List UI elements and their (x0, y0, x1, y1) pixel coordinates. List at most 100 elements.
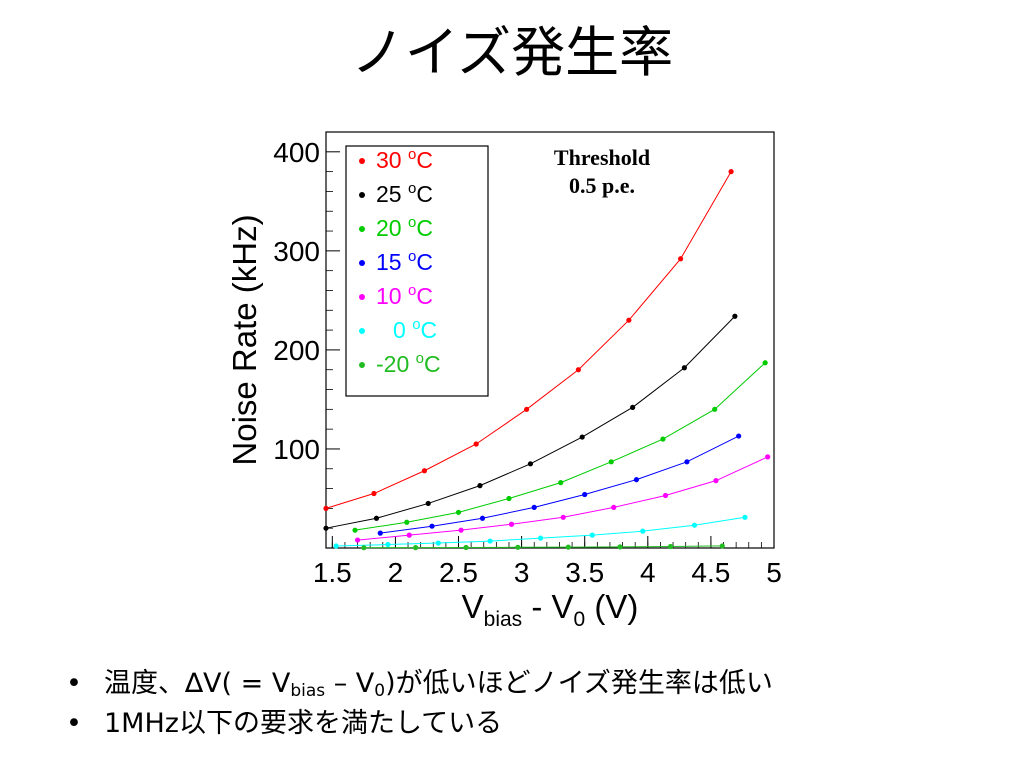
data-point (742, 514, 748, 520)
data-point (765, 454, 771, 460)
x-axis-label: Vbias - V0 (V) (462, 588, 639, 631)
x-tick-label: 3.5 (565, 557, 604, 588)
legend-degree: o (408, 282, 416, 299)
legend-marker (359, 294, 365, 300)
x-axis-label-sub2: 0 (574, 608, 586, 631)
legend-item: 25 oC (359, 180, 433, 207)
data-point (385, 541, 391, 548)
data-point (565, 544, 571, 550)
legend-box (345, 145, 489, 397)
x-axis-label-main: V (462, 588, 484, 625)
series-5 (354, 454, 771, 543)
data-point (640, 528, 646, 534)
data-point (667, 543, 674, 550)
series-7 (361, 543, 725, 551)
data-point (560, 514, 566, 520)
data-point (531, 504, 537, 510)
x-tick-label: 5 (766, 557, 782, 588)
data-point (527, 461, 534, 467)
data-point (333, 543, 339, 549)
bullet-text-2: 1MHz以下の要求を満たしている (104, 708, 503, 739)
y-tick-label: 400 (273, 137, 320, 168)
x-tick-label: 1.5 (313, 557, 352, 588)
data-point (421, 468, 428, 474)
data-point (506, 495, 512, 502)
data-point (712, 406, 718, 412)
legend-unit: C (416, 283, 433, 309)
x-tick-label: 4.5 (691, 557, 730, 588)
legend-label: -20 oC (376, 350, 441, 377)
data-point (611, 504, 617, 510)
data-point (524, 406, 530, 412)
data-point (373, 515, 380, 521)
legend-marker (359, 192, 365, 198)
legend-marker (359, 158, 365, 164)
data-point (425, 500, 431, 507)
bullet-icon: • (66, 668, 82, 699)
legend-item: -20 oC (359, 350, 441, 377)
data-point (323, 525, 329, 531)
series-line (380, 435, 739, 534)
data-point (575, 367, 581, 373)
legend-temp: 10 (376, 283, 408, 309)
data-point (678, 256, 684, 262)
data-point (455, 509, 462, 515)
data-point (662, 492, 669, 499)
series-4 (377, 433, 742, 536)
series-3 (352, 360, 768, 533)
data-point (617, 544, 623, 550)
legend-marker (359, 362, 365, 368)
legend-temp: 25 (376, 181, 408, 207)
data-point (579, 434, 585, 440)
legend-item: 15 oC (359, 248, 433, 275)
data-point (479, 515, 486, 521)
x-axis-label-sub1: bias (484, 608, 523, 631)
legend-temp: -20 (376, 351, 416, 377)
bullet-1-part-2: – V (325, 668, 375, 699)
legend-unit: C (416, 147, 433, 173)
y-axis: 100 200 300 400 (273, 131, 340, 529)
legend-temp: 15 (376, 249, 408, 275)
data-point (508, 521, 515, 527)
bullet-1-part-3: )が低いほどノイズ発生率は低い (385, 668, 773, 699)
legend-label: 0 oC (393, 316, 437, 343)
data-point (371, 490, 377, 497)
data-point (626, 317, 632, 323)
data-point (762, 360, 768, 366)
legend-label: 15 oC (376, 248, 433, 275)
bullet-list: • 温度、∆V( = Vbias – V0)が低いほどノイズ発生率は低い • 1… (62, 664, 773, 744)
x-axis: 1.5 2 2.5 3 3.5 4 4.5 5 (313, 536, 782, 588)
legend-temp: 20 (376, 215, 408, 241)
data-point (660, 436, 666, 442)
data-point (728, 169, 734, 175)
legend-label: 10 oC (376, 282, 433, 309)
legend-degree: o (408, 146, 416, 163)
data-point (537, 535, 544, 541)
legend-degree: o (408, 214, 416, 231)
series-6 (333, 514, 748, 549)
data-point (713, 478, 719, 484)
legend-degree: o (416, 350, 424, 367)
bullet-item-1: • 温度、∆V( = Vbias – V0)が低いほどノイズ発生率は低い (62, 664, 773, 704)
legend-item: 10 oC (359, 282, 433, 309)
data-point (515, 544, 521, 550)
annotation-line-1: Threshold (554, 145, 650, 170)
series-line (336, 516, 746, 547)
bullet-text-1: 温度、∆V( = Vbias – V0)が低いほどノイズ発生率は低い (104, 668, 773, 701)
legend-degree: o (408, 180, 416, 197)
data-point (719, 543, 725, 549)
bullet-1-sub-zero: 0 (374, 681, 386, 701)
annotation-line-2: 0.5 p.e. (569, 173, 635, 198)
x-tick-label: 3 (514, 557, 530, 588)
data-point (736, 433, 742, 439)
legend-item: 0 oC (359, 316, 437, 343)
data-point (630, 404, 636, 410)
y-axis-label: Noise Rate (kHz) (226, 214, 263, 465)
x-axis-label-mid: - V (522, 588, 573, 625)
legend-label: 20 oC (376, 214, 433, 241)
bullet-1-part-1: 温度、∆V( = V (104, 668, 291, 699)
legend-unit: C (416, 215, 433, 241)
legend-unit: C (424, 351, 441, 377)
y-tick-label: 300 (273, 236, 320, 267)
series-layer (323, 169, 771, 551)
